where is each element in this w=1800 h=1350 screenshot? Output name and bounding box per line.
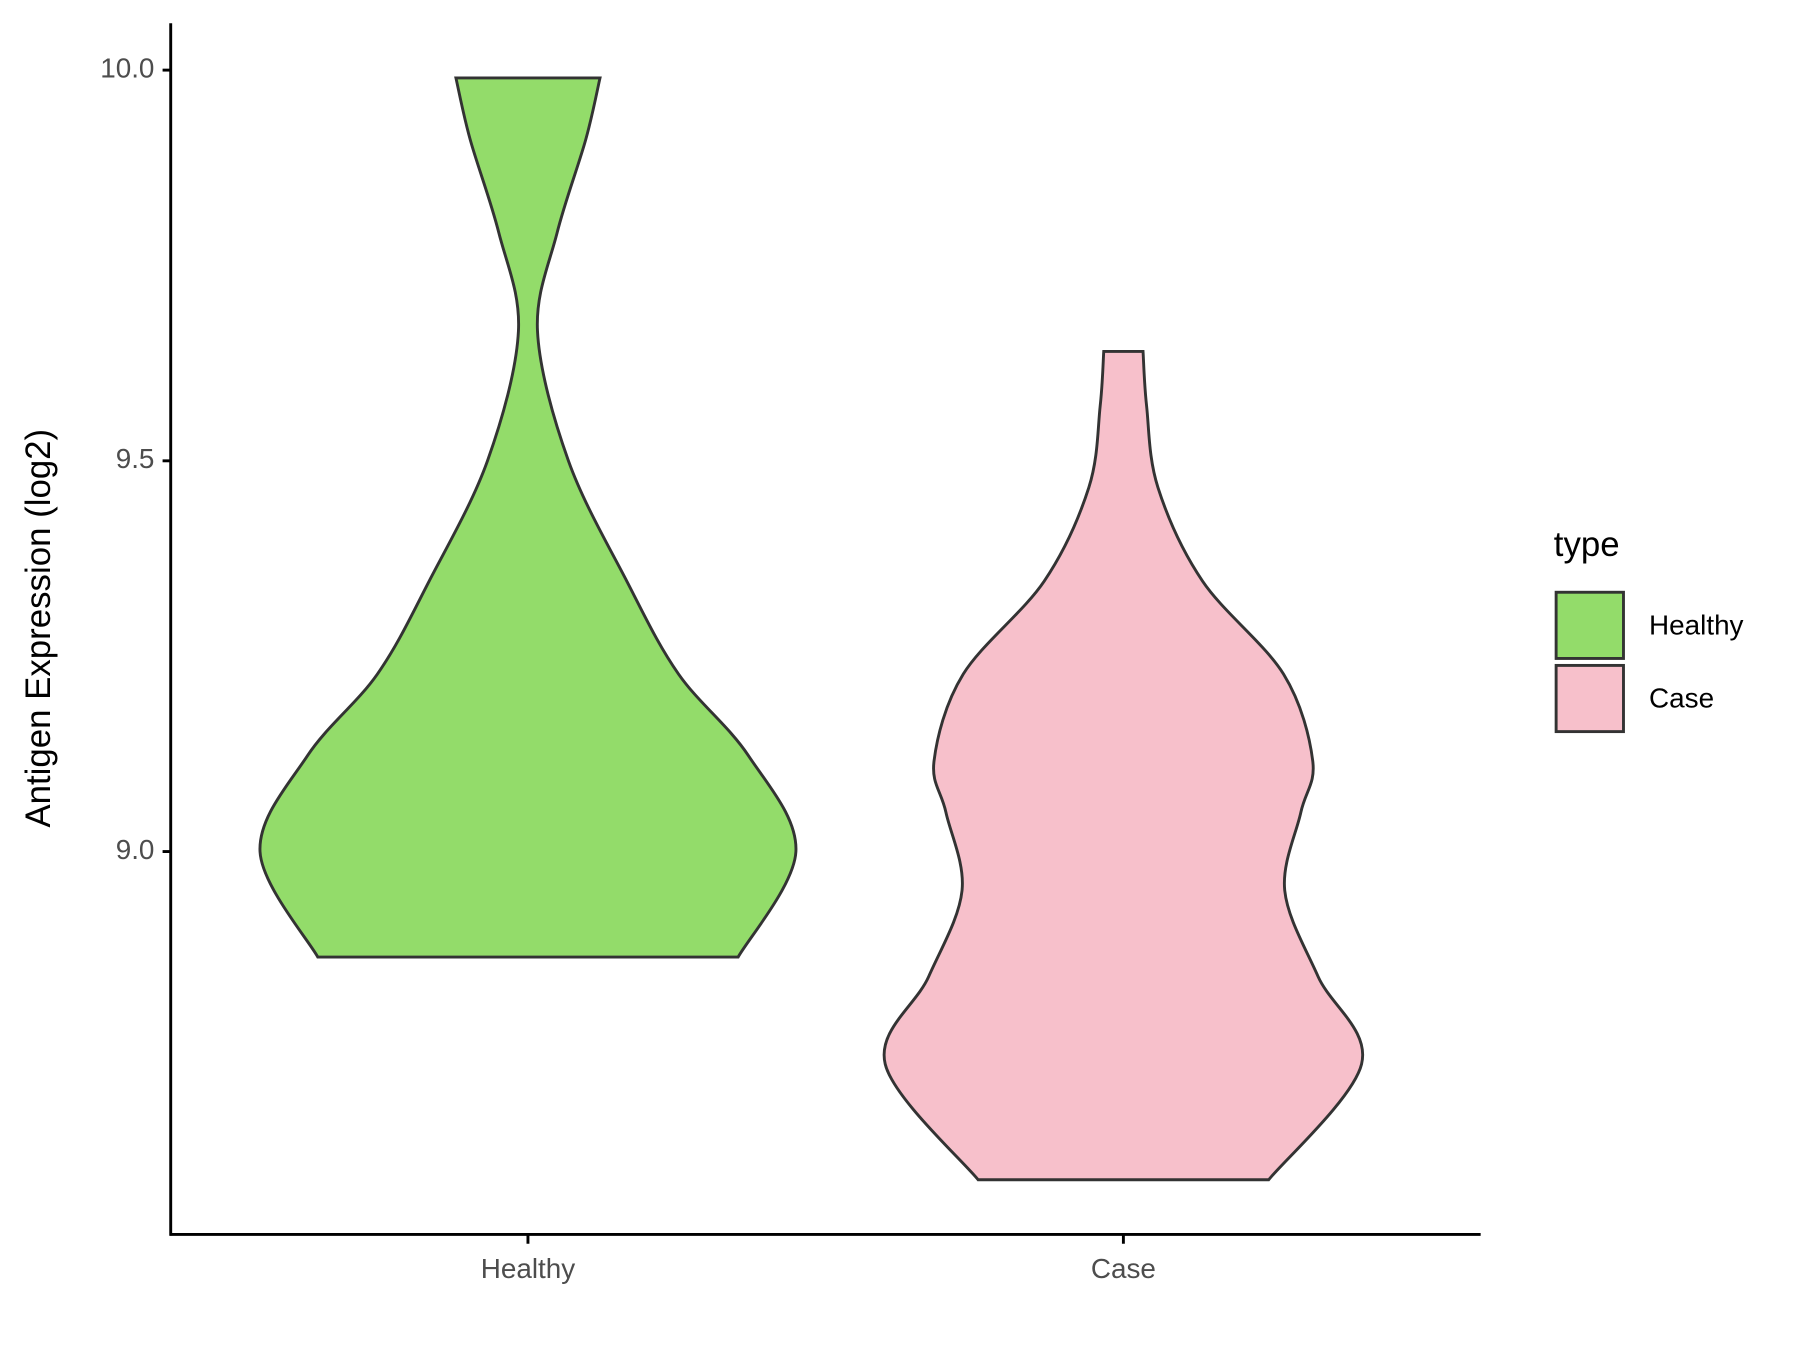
legend-key — [1554, 663, 1625, 734]
y-tick-label: 10.0 — [100, 52, 154, 83]
violin — [258, 76, 798, 959]
legend-title: type — [1554, 525, 1620, 564]
y-axis-title: Antigen Expression (log2) — [19, 429, 58, 828]
x-tick-label: Healthy — [481, 1253, 576, 1284]
legend-key — [1554, 590, 1625, 660]
violin — [882, 349, 1365, 1182]
y-tick-label: 9.0 — [116, 834, 155, 865]
legend-label: Healthy — [1649, 609, 1744, 640]
legend-label: Case — [1649, 683, 1714, 714]
y-tick-label: 9.5 — [116, 443, 155, 474]
x-tick-label: Case — [1091, 1253, 1156, 1284]
